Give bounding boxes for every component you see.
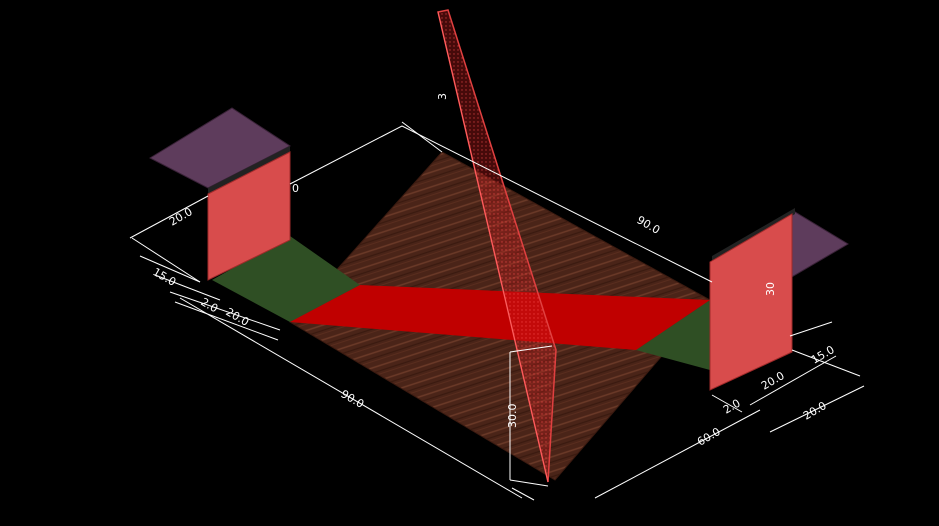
left-cap-edge xyxy=(208,146,290,194)
dim-right-plate-height: 30 xyxy=(764,282,777,296)
left-pink-plate xyxy=(207,151,291,281)
dim-left-support-height: 20.0 xyxy=(167,205,195,229)
dim-left-gap: 15.0 xyxy=(151,265,179,289)
dim-depth: 60.0 xyxy=(695,425,723,449)
red-band xyxy=(290,285,710,350)
dim-right-width: 20.0 xyxy=(759,369,787,393)
right-pink-plate xyxy=(709,213,793,391)
dim-back-length: 90.0 xyxy=(635,213,663,237)
dim-back-partial: 0 xyxy=(292,182,299,195)
left-green-mat xyxy=(212,236,360,322)
dim-center-plate-top: 3 xyxy=(436,93,449,100)
dim-front-length: 90.0 xyxy=(339,387,367,411)
dim-center-plate-height: 30.0 xyxy=(506,404,519,429)
dim-right-far: 20.0 xyxy=(801,399,829,423)
dim-right-offset: 2.0 xyxy=(721,397,743,417)
dimension-lines xyxy=(129,121,865,501)
right-green-mat xyxy=(636,300,710,370)
